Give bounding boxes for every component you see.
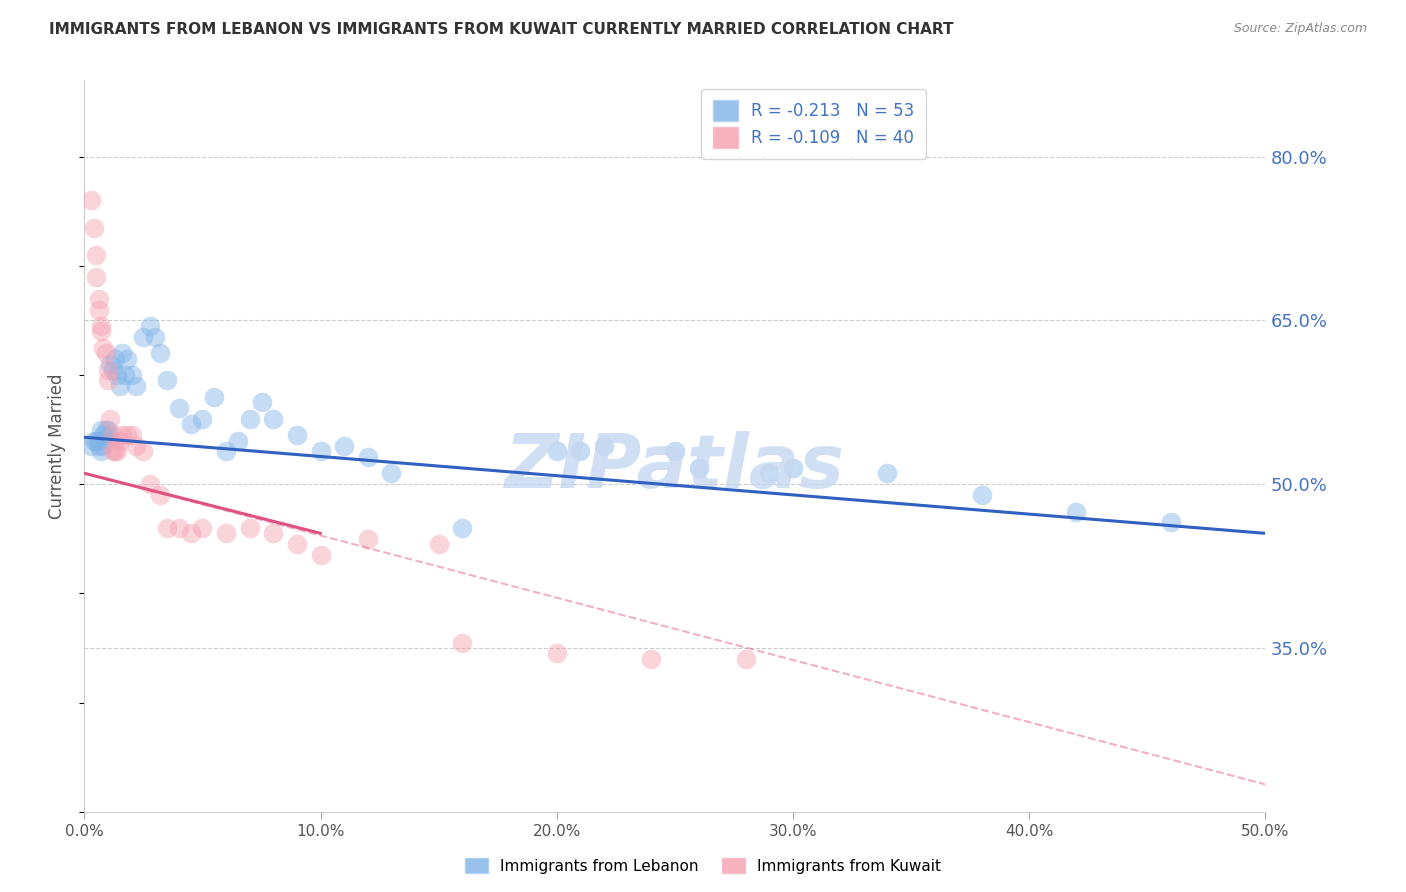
Point (107, 444, 129, 458)
Point (380, 467, 402, 481)
Point (121, 368, 143, 382)
Point (132, 444, 155, 458)
Point (108, 379, 131, 393)
Text: IMMIGRANTS FROM LEBANON VS IMMIGRANTS FROM KUWAIT CURRENTLY MARRIED CORRELATION : IMMIGRANTS FROM LEBANON VS IMMIGRANTS FR… (49, 22, 953, 37)
Point (167, 401, 190, 415)
Point (357, 450, 380, 464)
Point (1160, 516, 1182, 530)
Point (97, 374, 120, 388)
Point (970, 488, 993, 502)
Point (107, 368, 129, 382)
Point (108, 434, 131, 448)
Point (688, 460, 710, 475)
Point (1066, 504, 1088, 518)
Point (309, 444, 332, 458)
Point (215, 526, 238, 541)
Point (132, 330, 155, 344)
Point (94, 423, 117, 437)
Point (91, 439, 114, 453)
Point (90, 423, 112, 437)
Point (180, 526, 202, 541)
Point (101, 428, 124, 442)
Point (734, 652, 756, 666)
Point (83, 220, 105, 235)
Point (84, 269, 107, 284)
Point (98, 357, 121, 371)
Point (758, 467, 780, 481)
Text: Source: ZipAtlas.com: Source: ZipAtlas.com (1233, 22, 1367, 36)
Point (309, 548, 332, 562)
Point (90, 324, 112, 338)
Legend: R = -0.213   N = 53, R = -0.109   N = 40: R = -0.213 N = 53, R = -0.109 N = 40 (702, 88, 927, 160)
Point (104, 444, 127, 458)
Point (84, 434, 107, 448)
Point (114, 368, 136, 382)
Point (97, 428, 120, 442)
Point (149, 346, 172, 360)
Point (180, 417, 202, 432)
Point (104, 351, 127, 366)
Point (80, 439, 103, 453)
Point (87, 434, 110, 448)
Point (451, 521, 474, 535)
Point (111, 346, 134, 360)
Point (640, 652, 662, 666)
Point (226, 434, 249, 448)
Point (427, 537, 450, 551)
Point (593, 439, 616, 453)
Point (91, 428, 114, 442)
Point (191, 521, 214, 535)
Point (156, 521, 179, 535)
Point (121, 428, 143, 442)
Point (250, 395, 273, 409)
Point (262, 526, 284, 541)
Point (125, 439, 148, 453)
Legend: Immigrants from Lebanon, Immigrants from Kuwait: Immigrants from Lebanon, Immigrants from… (458, 852, 948, 880)
Point (333, 439, 356, 453)
Point (115, 351, 138, 366)
Text: ZIPatlas: ZIPatlas (505, 432, 845, 505)
Point (90, 318, 112, 333)
Point (115, 428, 138, 442)
Point (202, 390, 225, 404)
Point (546, 647, 568, 661)
Point (191, 411, 214, 425)
Point (156, 374, 179, 388)
Point (782, 460, 804, 475)
Point (101, 444, 124, 458)
Point (239, 521, 262, 535)
Point (97, 423, 120, 437)
Point (125, 379, 148, 393)
Y-axis label: Currently Married: Currently Married (48, 373, 66, 519)
Point (664, 444, 686, 458)
Point (285, 537, 308, 551)
Point (87, 302, 110, 317)
Point (91, 341, 114, 355)
Point (876, 467, 898, 481)
Point (94, 346, 117, 360)
Point (87, 439, 110, 453)
Point (546, 444, 568, 458)
Point (87, 292, 110, 306)
Point (357, 532, 380, 546)
Point (167, 521, 190, 535)
Point (101, 362, 124, 376)
Point (285, 428, 308, 442)
Point (139, 318, 162, 333)
Point (97, 362, 120, 376)
Point (98, 411, 121, 425)
Point (215, 444, 238, 458)
Point (83, 434, 105, 448)
Point (80, 194, 103, 208)
Point (143, 330, 166, 344)
Point (149, 488, 172, 502)
Point (262, 411, 284, 425)
Point (111, 428, 134, 442)
Point (239, 411, 262, 425)
Point (90, 444, 112, 458)
Point (451, 635, 474, 649)
Point (84, 248, 107, 262)
Point (139, 477, 162, 491)
Point (569, 444, 592, 458)
